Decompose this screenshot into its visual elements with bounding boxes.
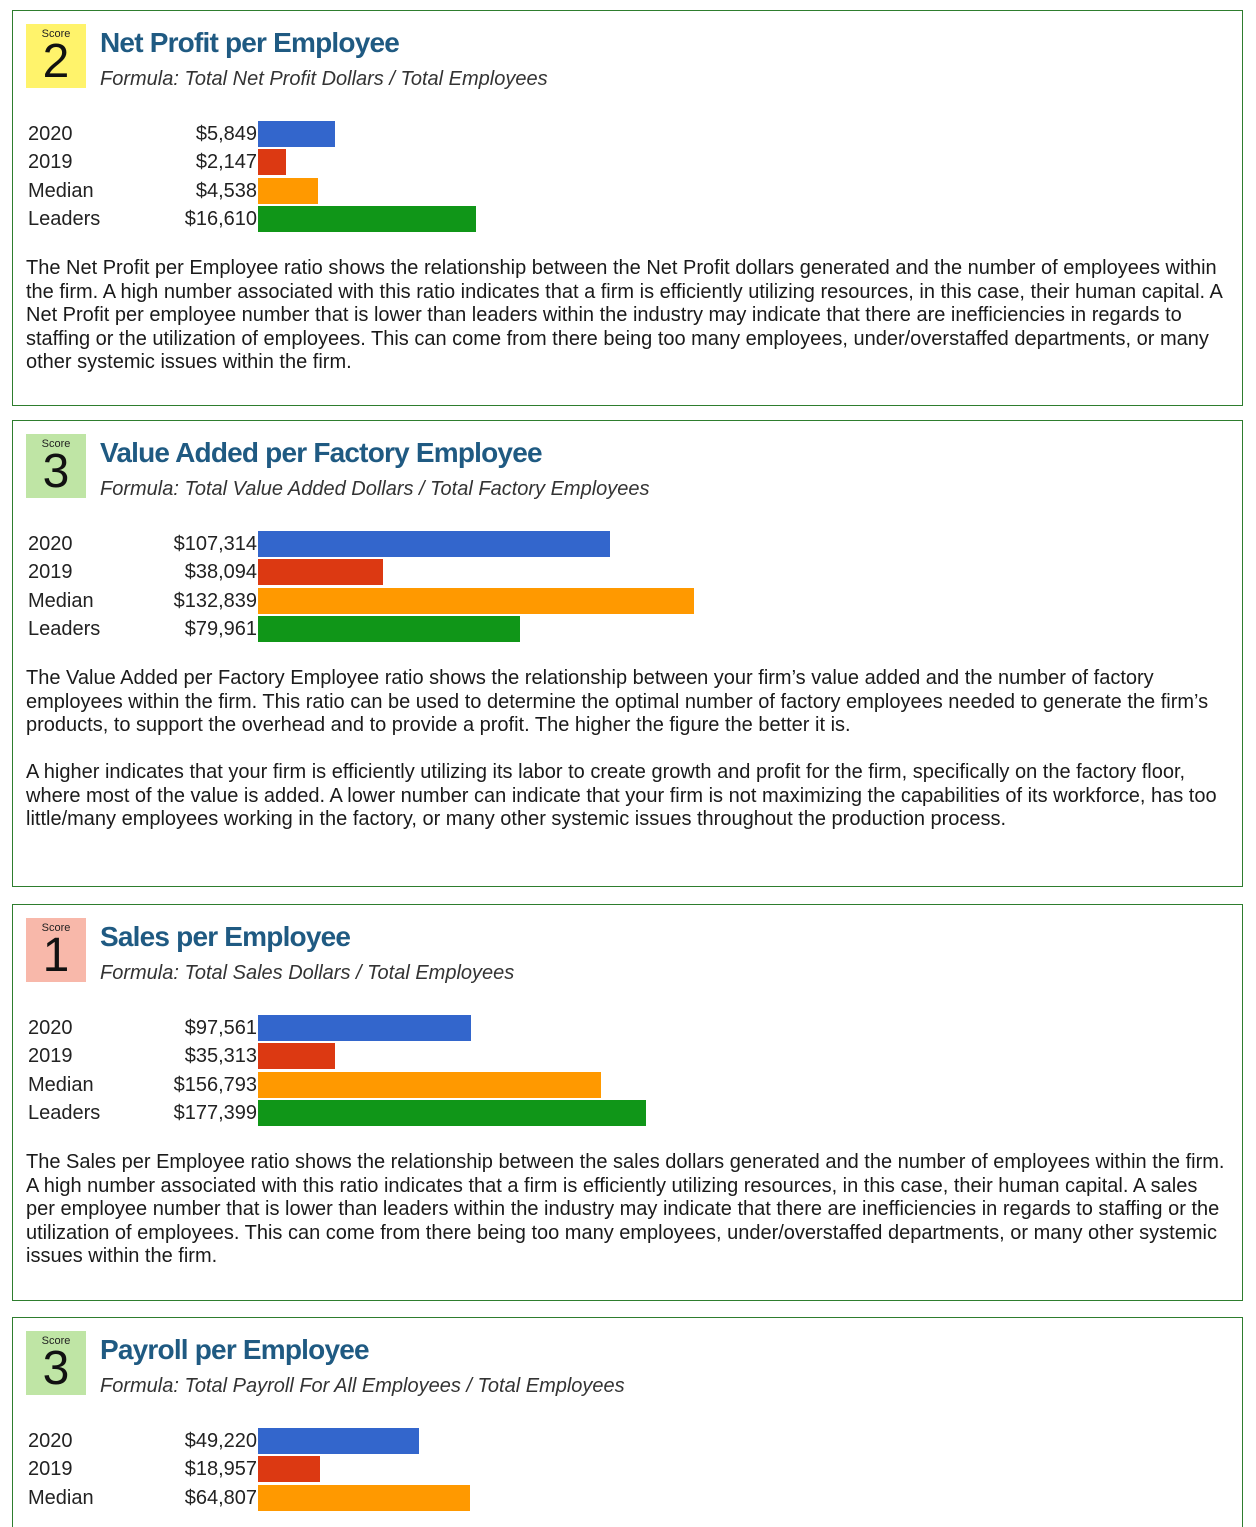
bar-category-label: Leaders [28,617,101,640]
bar-row: 2019 $18,957 [13,1456,1242,1484]
chart-title: Sales per Employee [100,921,351,952]
bar-category-label: Median [28,1073,94,1096]
bar-value-label: $97,561 [184,1017,257,1039]
chart-formula: Formula: Total Payroll For All Employees… [100,1375,625,1397]
description: The Net Profit per Employee ratio shows … [26,257,1226,398]
bar-row: Leaders $16,610 [13,205,1242,234]
bar-row: 2020 $97,561 [13,1015,1242,1043]
score-badge: Score 3 [26,1331,86,1395]
metric-card: Score 1 Sales per Employee Formula: Total S… [12,904,1243,1301]
bar-value-label: $2,147 [195,151,257,174]
bar-category-label: 2019 [28,1045,73,1068]
bar-category-label: 2019 [28,151,73,174]
score-value: 3 [42,445,70,498]
bar-2020 [258,1015,471,1041]
bar-row: Median $156,793 [13,1071,1242,1100]
description: The Sales per Employee ratio shows the r… [26,1151,1226,1292]
bar-row: 2019 $35,313 [13,1043,1242,1071]
metric-card: Score 3 Value Added per Factory Employee Fo… [12,420,1243,887]
bar-value-label: $5,849 [195,123,257,145]
bar-2019 [258,149,286,176]
score-badge: Score 3 [26,434,86,498]
bar-2019 [258,559,383,586]
bar-row: Leaders $79,961 [13,615,1242,644]
bar-category-label: 2020 [28,1017,73,1039]
chart-formula: Formula: Total Sales Dollars / Total Emp… [100,962,515,984]
chart-formula: Formula: Total Value Added Dollars / Tot… [100,478,650,500]
bar-leaders [258,1099,646,1126]
bar-value-label: $35,313 [184,1045,257,1068]
bar-value-label: $107,314 [173,533,257,555]
score-badge: Score 2 [26,24,86,88]
metric-card: Score 2 Net Profit per Employee Formula: To… [12,10,1243,406]
bar-leaders [258,205,476,232]
bar-value-label: $132,839 [173,589,257,612]
bar-row: 2020 $107,314 [13,531,1242,559]
bar-2019 [258,1043,335,1070]
bar-2019 [258,1456,320,1483]
bar-category-label: 2020 [28,533,73,555]
bar-row: Median $132,839 [13,587,1242,616]
bar-category-label: Median [28,1486,94,1509]
score-label: Score [41,1335,71,1347]
bar-category-label: 2019 [28,561,73,584]
bar-2020 [258,121,335,147]
bar-value-label: $16,610 [184,207,257,230]
description-paragraph: The Value Added per Factory Employee rat… [26,667,1209,736]
bar-row: 2019 $2,147 [13,149,1242,177]
bar-value-label: $49,220 [184,1430,257,1452]
bar-category-label: 2019 [28,1458,73,1481]
bar-category-label: Median [28,179,94,202]
bar-category-label: Median [28,589,94,612]
score-label: Score [41,438,71,450]
chart-title: Net Profit per Employee [100,27,400,58]
bar-value-label: $38,094 [184,561,257,584]
bar-value-label: $177,399 [173,1101,257,1124]
bar-category-label: Leaders [28,207,101,230]
description: The Value Added per Factory Employee rat… [26,667,1226,855]
score-label: Score [41,922,71,934]
bar-2020 [258,531,610,557]
description-paragraph: The Net Profit per Employee ratio shows … [26,257,1222,373]
metric-card: Score 3 Payroll per Employee Formula: Total… [12,1317,1243,1527]
bar-median [258,587,694,614]
bar-leaders [258,615,520,642]
bar-median [258,1484,470,1511]
bar-category-label: Leaders [28,1101,101,1124]
bar-category-label: 2020 [28,1430,73,1452]
bar-row: Median $4,538 [13,177,1242,206]
bar-row: Median $64,807 [13,1484,1242,1513]
bar-value-label: $4,538 [195,179,257,202]
description-paragraph: A higher indicates that your firm is eff… [26,761,1217,830]
bar-value-label: $18,957 [184,1458,257,1481]
bar-value-label: $64,807 [184,1486,257,1509]
bar-category-label: 2020 [28,123,73,145]
bar-value-label: $79,961 [184,617,257,640]
bar-2020 [258,1428,419,1454]
chart-formula: Formula: Total Net Profit Dollars / Tota… [100,68,548,90]
bar-row: 2020 $5,849 [13,121,1242,149]
chart-title: Payroll per Employee [100,1334,370,1365]
bar-median [258,1071,601,1098]
bar-value-label: $156,793 [173,1073,257,1096]
score-value: 3 [42,1342,70,1395]
bar-row: 2020 $49,220 [13,1428,1242,1456]
description-paragraph: The Sales per Employee ratio shows the r… [26,1151,1225,1267]
bar-row: 2019 $38,094 [13,559,1242,587]
score-value: 2 [42,35,70,88]
score-value: 1 [42,929,70,982]
chart-title: Value Added per Factory Employee [100,437,543,468]
score-badge: Score 1 [26,918,86,982]
bar-median [258,177,318,204]
bar-row: Leaders $177,399 [13,1099,1242,1128]
score-label: Score [41,28,71,40]
